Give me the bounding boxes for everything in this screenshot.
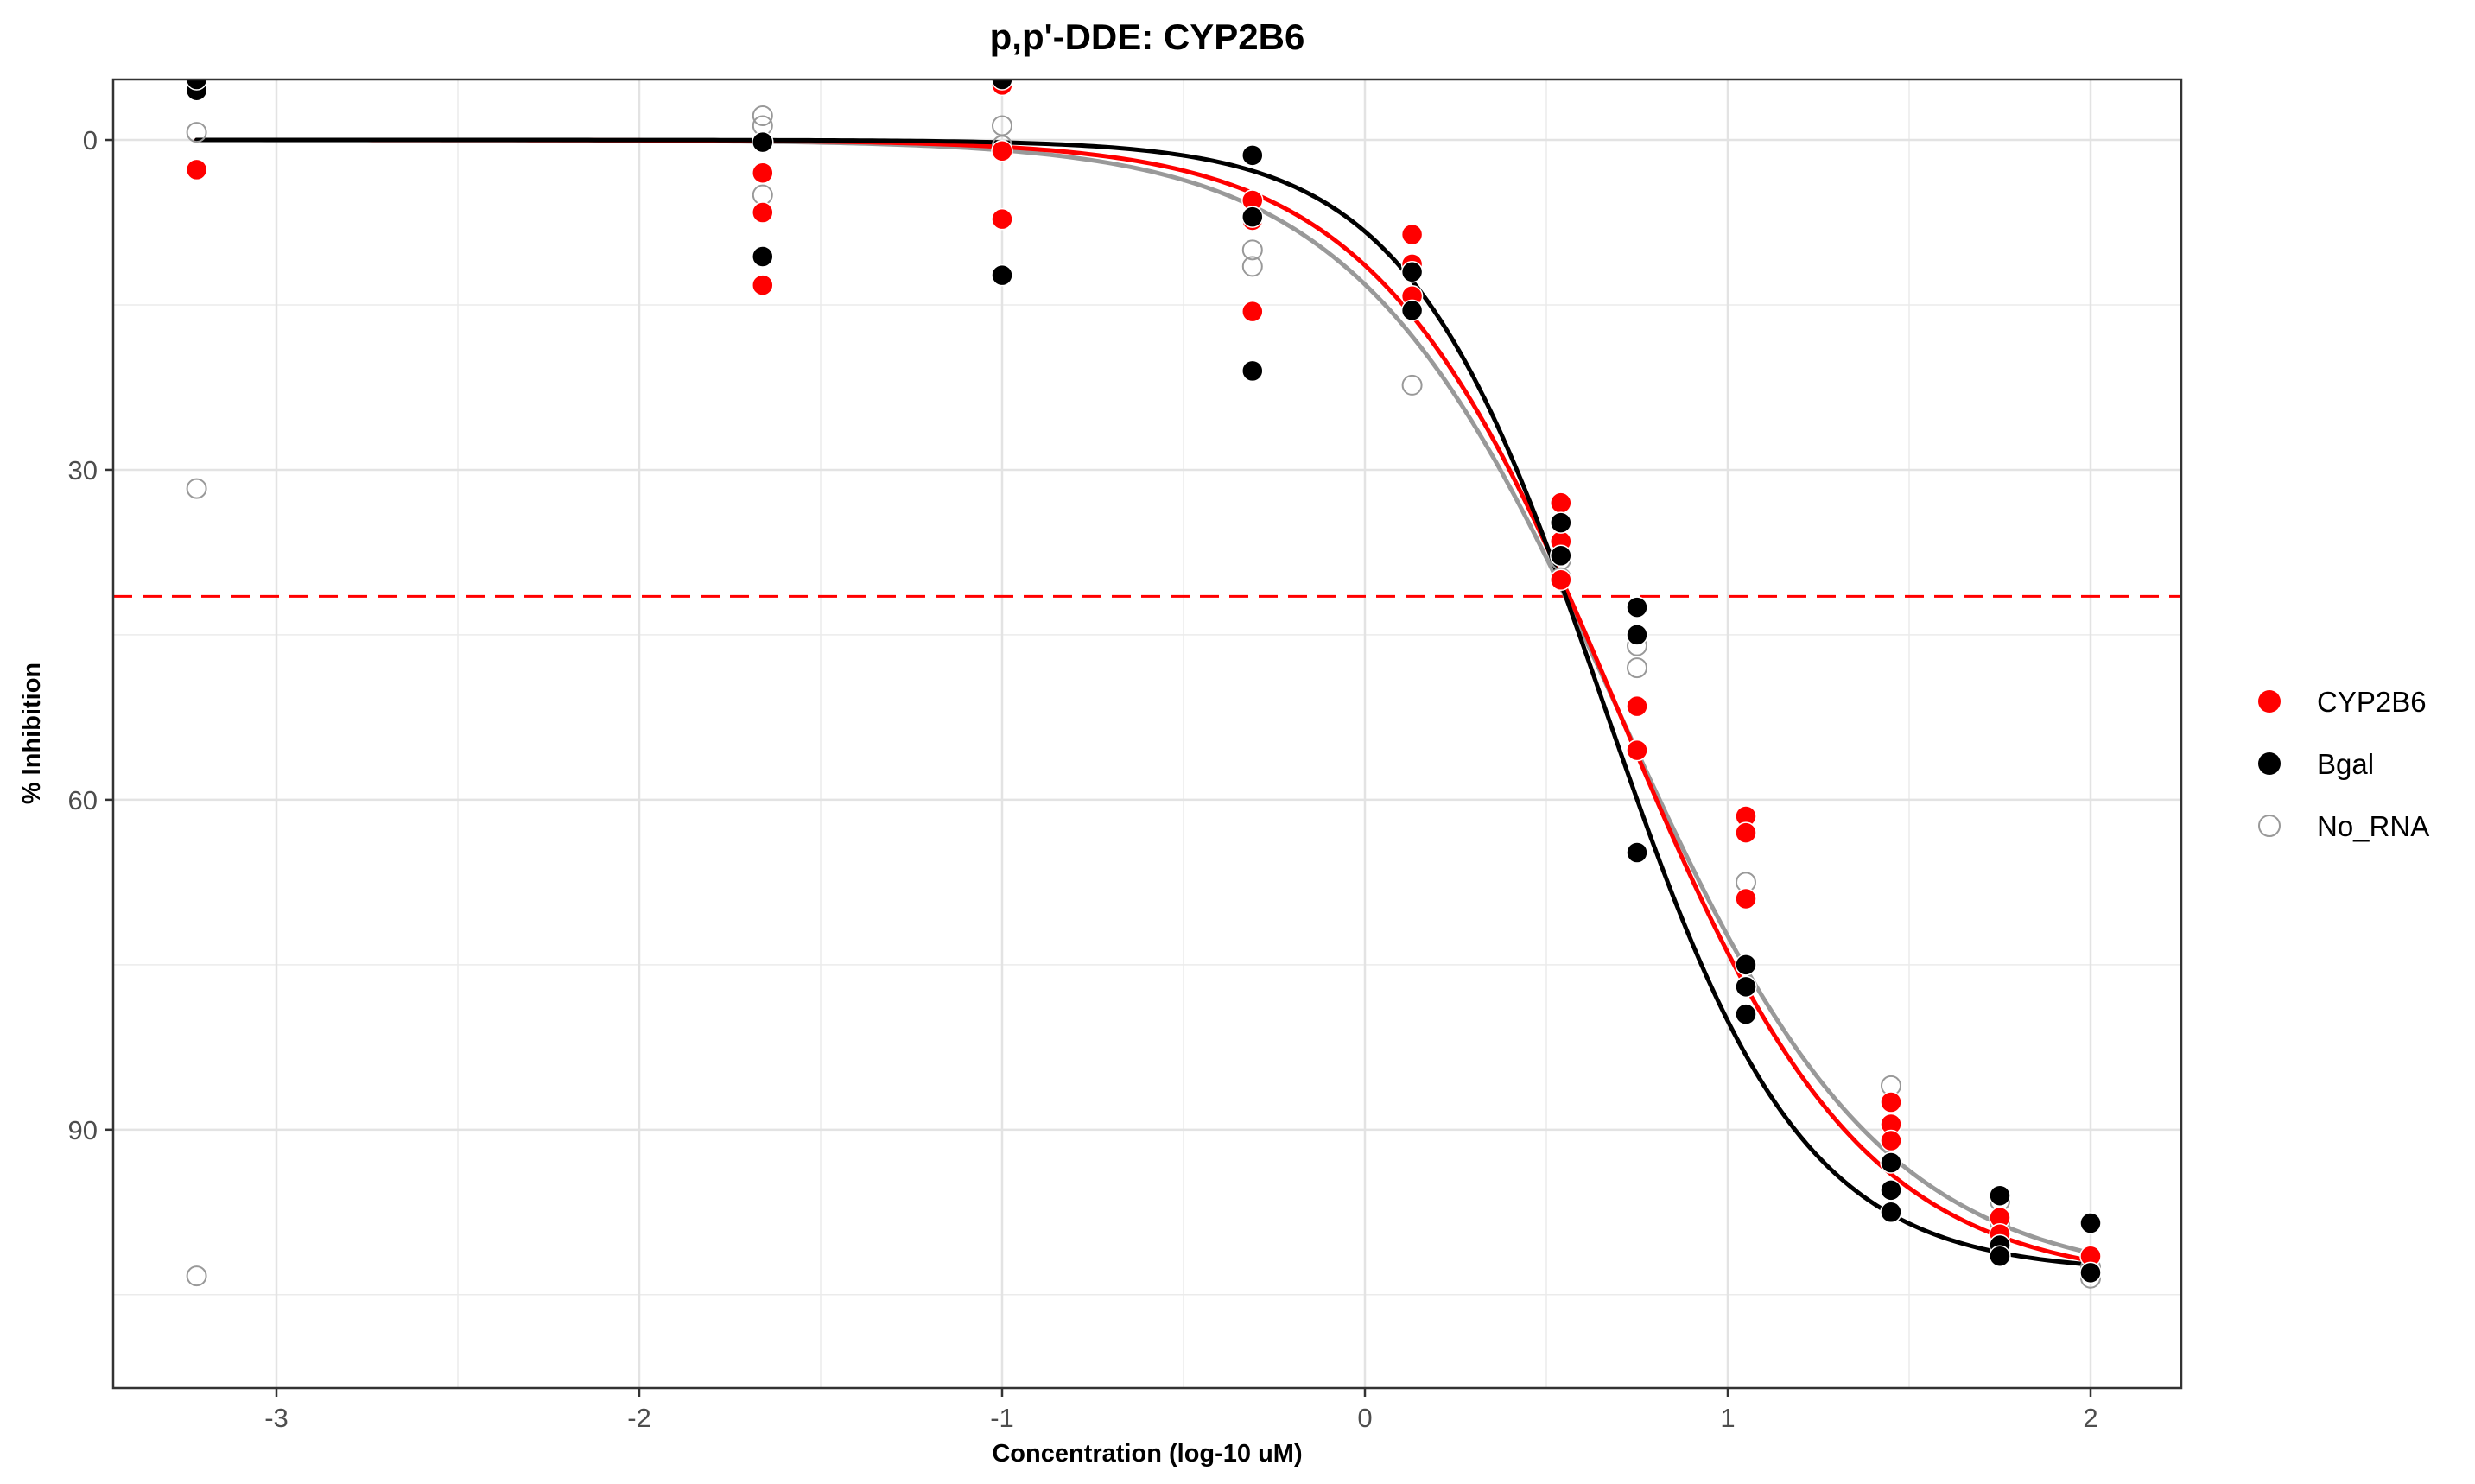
data-point-bgal	[1550, 511, 1572, 534]
minor-gridlines	[113, 79, 2181, 1388]
data-point-bgal	[991, 79, 1013, 91]
data-point-cyp2b6	[752, 274, 774, 296]
data-point-bgal	[1735, 954, 1757, 976]
data-point-cyp2b6	[1241, 300, 1264, 323]
data-point-no-rna	[186, 478, 207, 499]
data-point-cyp2b6	[1550, 491, 1572, 514]
legend-label-no-rna: No_RNA	[2317, 810, 2429, 842]
data-point-no-rna	[1241, 256, 1263, 277]
data-point-bgal	[1880, 1201, 1902, 1224]
data-point-bgal	[1626, 841, 1648, 864]
fitted-curve-bgal	[194, 137, 2093, 1267]
data-point-bgal	[1626, 596, 1648, 618]
data-point-cyp2b6	[1626, 739, 1648, 762]
data-point-bgal	[2079, 1212, 2102, 1234]
data-point-bgal	[1989, 1245, 2011, 1267]
x-tick-label: 2	[2083, 1403, 2097, 1433]
axis-ticks	[105, 138, 2092, 1397]
legend-label-cyp2b6: CYP2B6	[2317, 686, 2427, 718]
fitted-curves	[194, 137, 2093, 1267]
legend-key-no-rna	[2258, 815, 2281, 837]
data-point-bgal	[185, 79, 208, 91]
data-point-bgal	[1241, 144, 1264, 167]
y-tick-label: 30	[68, 455, 98, 485]
data-point-bgal	[1880, 1179, 1902, 1202]
x-tick-label: -3	[264, 1403, 289, 1433]
legend-key-cyp2b6	[2258, 690, 2281, 713]
data-point-cyp2b6	[1735, 821, 1757, 844]
data-point-no-rna	[1627, 657, 1647, 679]
y-axis-title: % Inhibition	[18, 663, 46, 804]
data-point-cyp2b6	[752, 201, 774, 224]
major-gridlines	[113, 79, 2181, 1388]
y-tick-labels: 0 30 60 90	[68, 125, 98, 1145]
y-tick-label: 0	[83, 125, 98, 155]
data-point-bgal	[1241, 359, 1264, 383]
data-point-bgal	[1735, 975, 1757, 999]
data-point-no-rna	[1241, 239, 1263, 261]
data-point-bgal	[1400, 299, 1424, 322]
plot-panel-background	[113, 79, 2181, 1388]
x-tick-label: -2	[627, 1403, 651, 1433]
data-point-cyp2b6	[185, 158, 208, 181]
data-point-cyp2b6	[991, 207, 1013, 231]
data-point-bgal	[1989, 1184, 2011, 1207]
x-tick-label: -1	[990, 1403, 1014, 1433]
data-point-cyp2b6	[1880, 1091, 1902, 1113]
data-point-bgal	[752, 245, 774, 268]
x-tick-labels: -3 -2 -1 0 1 2	[264, 1403, 2097, 1433]
data-points	[185, 79, 2102, 1289]
data-point-no-rna	[752, 105, 773, 127]
data-point-bgal	[1735, 1003, 1757, 1025]
data-point-cyp2b6	[752, 162, 774, 184]
data-point-no-rna	[186, 122, 207, 143]
y-tick-label: 90	[68, 1115, 98, 1145]
data-point-bgal	[1880, 1151, 1902, 1174]
data-point-cyp2b6	[1735, 887, 1757, 910]
data-point-bgal	[752, 130, 774, 154]
x-tick-label: 0	[1357, 1403, 1372, 1433]
data-point-no-rna	[186, 1265, 207, 1287]
data-point-cyp2b6	[1626, 694, 1648, 718]
y-tick-label: 60	[68, 785, 98, 815]
data-point-bgal	[1550, 544, 1572, 568]
data-point-cyp2b6	[1400, 223, 1424, 246]
data-point-cyp2b6	[991, 140, 1013, 162]
x-axis-title: Concentration (log-10 uM)	[992, 1440, 1302, 1468]
data-point-cyp2b6	[1880, 1129, 1902, 1152]
x-tick-label: 1	[1720, 1403, 1735, 1433]
plot-panel-border	[111, 78, 2183, 1390]
data-point-no-rna	[1401, 374, 1423, 396]
data-point-bgal	[2079, 1261, 2102, 1284]
data-point-bgal	[991, 263, 1013, 287]
legend-key-bgal	[2258, 752, 2281, 775]
legend-label-bgal: Bgal	[2317, 748, 2374, 780]
data-point-cyp2b6	[1550, 568, 1572, 592]
legend: CYP2B6 Bgal No_RNA	[2258, 686, 2429, 842]
data-point-bgal	[1400, 261, 1424, 283]
chart-title: p,p'-DDE: CYP2B6	[990, 16, 1305, 57]
data-point-bgal	[1241, 206, 1264, 228]
data-point-bgal	[1626, 624, 1648, 646]
